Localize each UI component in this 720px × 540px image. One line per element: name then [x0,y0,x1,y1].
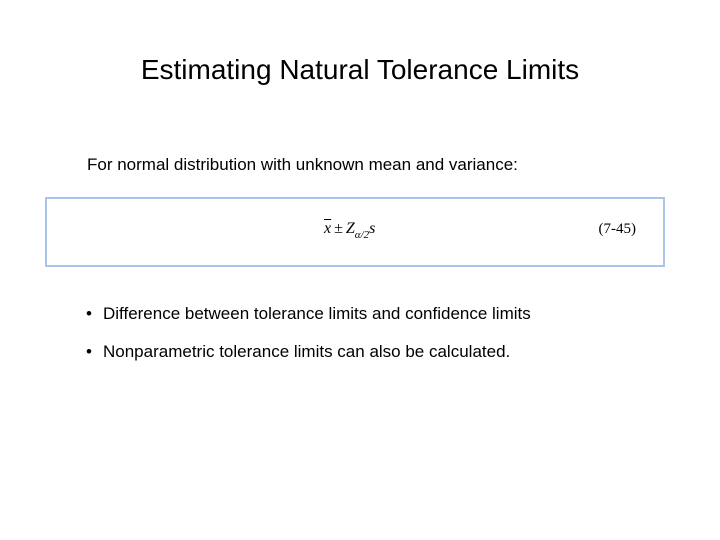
list-item: • Difference between tolerance limits and… [86,302,531,326]
bullet-text: Nonparametric tolerance limits can also … [103,342,511,361]
list-item: • Nonparametric tolerance limits can also… [86,340,531,364]
bullet-marker: • [86,342,92,361]
bullet-marker: • [86,304,92,323]
x-bar-symbol: x [324,220,332,237]
intro-text: For normal distribution with unknown mea… [87,155,518,174]
alpha-half-subscript: α/2 [354,229,370,241]
slide-title: Estimating Natural Tolerance Limits [140,54,580,85]
tolerance-formula: x ± Zα/2s [324,218,375,241]
z-symbol: Z [345,220,355,237]
bullet-text: Difference between tolerance limits and … [103,304,531,323]
s-symbol: s [369,220,376,237]
equation-number: (7-45) [598,221,637,237]
plus-minus-symbol: ± [334,220,343,237]
bullet-list: • Difference between tolerance limits and… [86,302,531,378]
equation-box: x ± Zα/2s (7-45) [45,197,665,267]
